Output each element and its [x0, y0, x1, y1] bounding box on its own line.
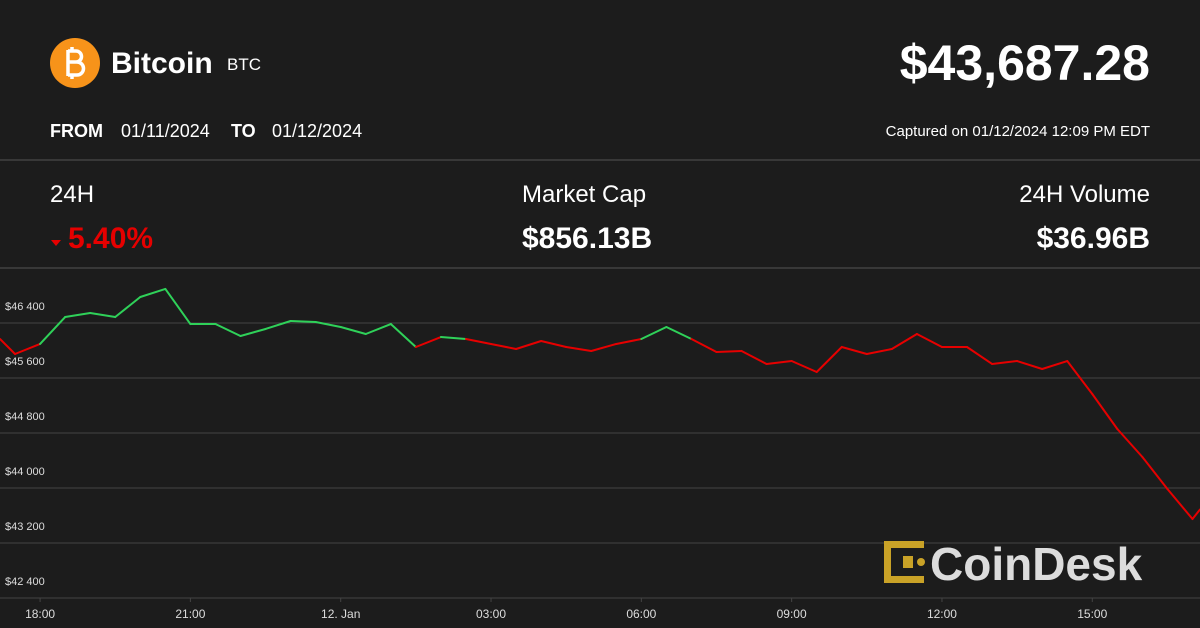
- price-line-segment: [1166, 488, 1194, 521]
- price-line-segment: [890, 333, 918, 350]
- price-line-segment: [640, 325, 668, 341]
- price-line-segment: [1041, 360, 1069, 370]
- y-tick-label: $42 400: [5, 576, 45, 588]
- price-line-segment: [790, 360, 818, 374]
- from-label: FROM: [50, 121, 103, 141]
- captured: Captured on 01/12/2024 12:09 PM EDT: [886, 123, 1150, 140]
- price-line-segment: [214, 323, 242, 337]
- plot: $42 400 $43 200 $44 000 $44 800 $45 600 $46 4…: [0, 287, 1200, 621]
- logo-bar: [903, 556, 913, 568]
- stat-label: 24H Volume: [1019, 181, 1150, 208]
- price-line-segment: [565, 345, 593, 352]
- price-line-segment: [865, 347, 893, 356]
- price-line-segment: [364, 323, 392, 335]
- price-line-segment: [515, 340, 543, 350]
- x-tick-label: 06:00: [626, 607, 656, 621]
- y-tick-label: $44 000: [5, 466, 45, 478]
- from-date: 01/11/2024: [121, 121, 210, 141]
- y-tick-label: $45 600: [5, 356, 45, 368]
- y-tick-label: $44 800: [5, 411, 45, 423]
- price-line-segment: [915, 333, 943, 348]
- price-line-segment: [690, 338, 718, 354]
- x-tick-label: 18:00: [25, 607, 55, 621]
- price-line-segment: [815, 345, 843, 374]
- x-tick-label: 03:00: [476, 607, 506, 621]
- price-line-segment: [1141, 455, 1169, 491]
- price-line-segment: [239, 327, 267, 337]
- price-line-segment: [89, 312, 117, 319]
- down-arrow: [51, 240, 61, 246]
- price-line-segment: [1016, 360, 1044, 370]
- price-line-segment: [715, 349, 743, 354]
- price-line-segment: [139, 287, 167, 299]
- price-line-segment: [339, 325, 367, 335]
- watermark-logo: [884, 541, 925, 583]
- btc-logo: [50, 38, 100, 88]
- price-line-segment: [114, 296, 142, 319]
- price-line-segment: [590, 342, 618, 352]
- y-tick-label: $46 400: [5, 301, 45, 313]
- price-line-segment: [840, 345, 868, 356]
- stat-label: 24H: [50, 181, 94, 208]
- price-line-segment: [765, 360, 793, 365]
- price: $43,687.28: [900, 35, 1150, 91]
- price-line-segment: [615, 338, 643, 345]
- y-tick-label: $43 200: [5, 521, 45, 533]
- price-line-segment: [0, 338, 17, 356]
- price-line-segment: [1091, 393, 1119, 431]
- price-line-segment: [314, 320, 342, 328]
- x-tick-label: 21:00: [175, 607, 205, 621]
- price-line-segment: [1066, 360, 1094, 396]
- price-line-segment: [289, 320, 317, 323]
- price-line-segment: [991, 360, 1019, 365]
- to-label: TO: [231, 121, 256, 141]
- price-line-segment: [39, 316, 67, 345]
- price-line-segment: [414, 336, 442, 348]
- logo-glyph: [66, 47, 86, 79]
- price-line-segment: [389, 323, 417, 348]
- stat-value: $36.96B: [1037, 222, 1150, 255]
- price-line-segment: [64, 312, 92, 319]
- price-line-segment: [164, 287, 192, 326]
- x-tick-label: 12. Jan: [321, 607, 360, 621]
- price-line-segment: [665, 325, 693, 341]
- price-line-segment: [1116, 428, 1144, 458]
- x-tick-label: 12:00: [927, 607, 957, 621]
- price-line-segment: [490, 342, 518, 350]
- watermark: CoinDesk: [930, 538, 1143, 590]
- change-value: 5.40%: [68, 222, 153, 255]
- coin-symbol: BTC: [227, 55, 261, 74]
- price-line-segment: [540, 340, 568, 348]
- logo-bar: [884, 541, 891, 583]
- price-line-segment: [439, 336, 467, 341]
- x-tick-label: 15:00: [1077, 607, 1107, 621]
- logo-dot: [917, 558, 925, 566]
- price-line-segment: [464, 338, 493, 345]
- price-line-segment: [264, 320, 292, 330]
- to-date: 01/12/2024: [272, 121, 362, 141]
- logo-bar: [884, 576, 924, 583]
- logo-bar: [884, 541, 924, 548]
- price-line-segment: [740, 349, 768, 365]
- price-line-segment: [14, 342, 42, 356]
- price-line-segment: [966, 345, 994, 365]
- stat-label: Market Cap: [522, 181, 646, 208]
- x-tick-label: 09:00: [777, 607, 807, 621]
- price-line-segment: [1191, 508, 1200, 521]
- coin-name: Bitcoin: [111, 47, 213, 80]
- stat-value: $856.13B: [522, 222, 652, 255]
